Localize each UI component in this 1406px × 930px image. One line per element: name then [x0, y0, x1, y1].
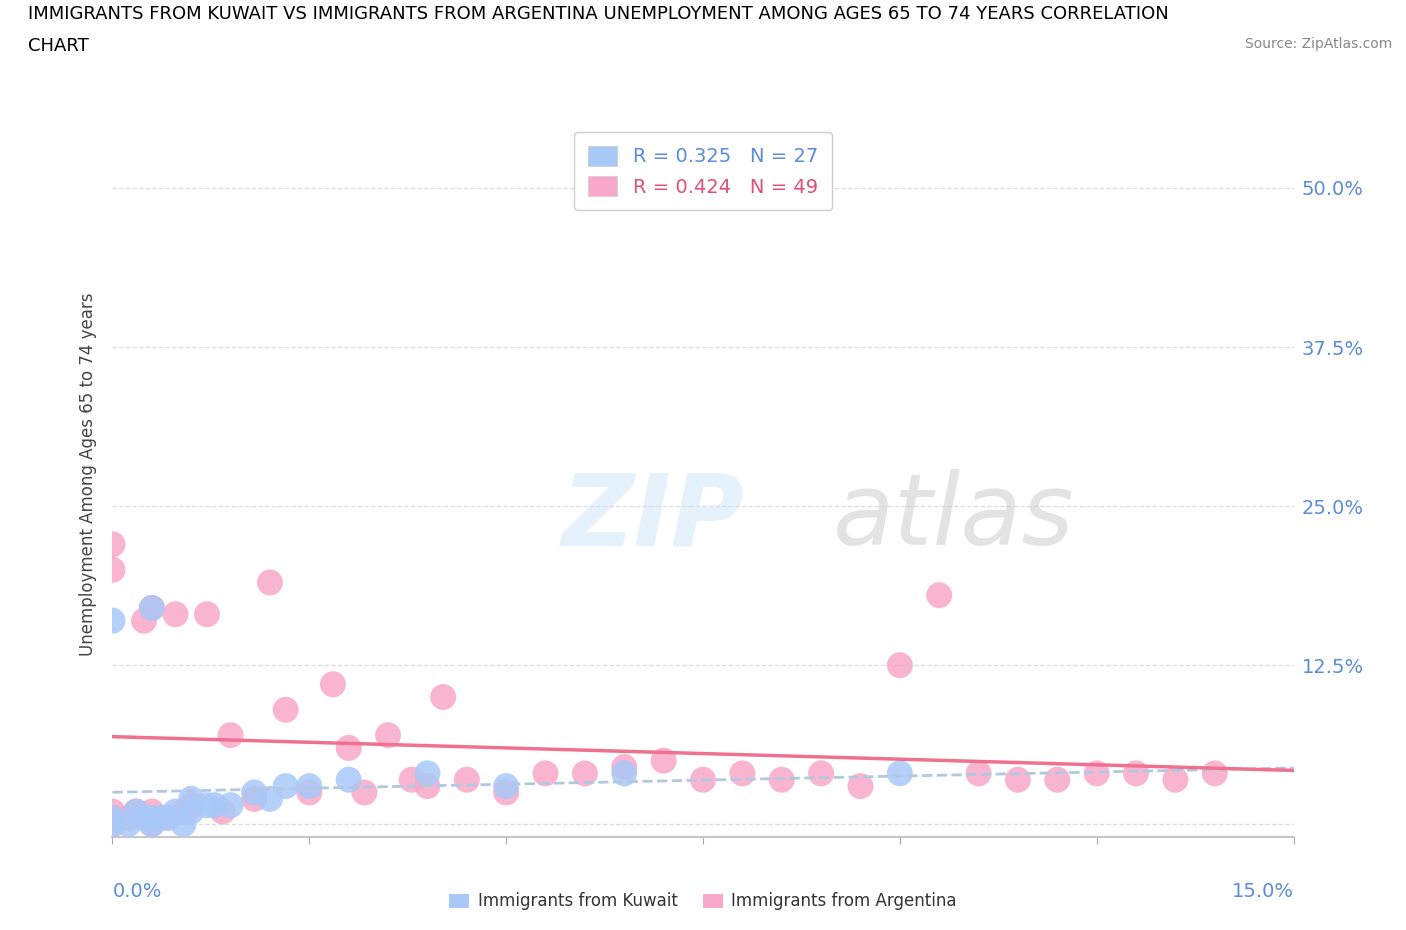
- Point: [101, 537, 124, 551]
- Point: [156, 810, 179, 825]
- Point: [770, 772, 793, 787]
- Point: [613, 760, 636, 775]
- Point: [274, 778, 297, 793]
- Text: ZIP: ZIP: [561, 470, 744, 566]
- Point: [495, 785, 517, 800]
- Point: [219, 728, 242, 743]
- Point: [810, 766, 832, 781]
- Point: [416, 778, 439, 793]
- Point: [219, 798, 242, 813]
- Point: [165, 607, 187, 622]
- Text: 0.0%: 0.0%: [112, 882, 162, 900]
- Point: [401, 772, 423, 787]
- Point: [1164, 772, 1187, 787]
- Text: Source: ZipAtlas.com: Source: ZipAtlas.com: [1244, 37, 1392, 51]
- Point: [204, 798, 226, 813]
- Point: [101, 810, 124, 825]
- Point: [117, 810, 139, 825]
- Legend: Immigrants from Kuwait, Immigrants from Argentina: Immigrants from Kuwait, Immigrants from …: [443, 885, 963, 917]
- Text: 15.0%: 15.0%: [1232, 882, 1294, 900]
- Legend: R = 0.325   N = 27, R = 0.424   N = 49: R = 0.325 N = 27, R = 0.424 N = 49: [575, 132, 831, 210]
- Point: [495, 778, 517, 793]
- Point: [889, 766, 911, 781]
- Point: [298, 778, 321, 793]
- Point: [337, 740, 360, 755]
- Point: [1085, 766, 1108, 781]
- Point: [211, 804, 233, 819]
- Point: [141, 810, 163, 825]
- Point: [889, 658, 911, 672]
- Point: [432, 689, 454, 704]
- Point: [101, 817, 124, 831]
- Point: [141, 817, 163, 831]
- Point: [259, 575, 281, 590]
- Point: [141, 804, 163, 819]
- Point: [243, 791, 266, 806]
- Text: IMMIGRANTS FROM KUWAIT VS IMMIGRANTS FROM ARGENTINA UNEMPLOYMENT AMONG AGES 65 T: IMMIGRANTS FROM KUWAIT VS IMMIGRANTS FRO…: [28, 5, 1168, 22]
- Point: [574, 766, 596, 781]
- Point: [101, 613, 124, 628]
- Point: [298, 785, 321, 800]
- Point: [613, 766, 636, 781]
- Point: [101, 804, 124, 819]
- Point: [141, 601, 163, 616]
- Point: [101, 563, 124, 578]
- Y-axis label: Unemployment Among Ages 65 to 74 years: Unemployment Among Ages 65 to 74 years: [79, 293, 97, 656]
- Point: [141, 817, 163, 831]
- Point: [180, 791, 202, 806]
- Point: [156, 810, 179, 825]
- Point: [172, 817, 194, 831]
- Point: [259, 791, 281, 806]
- Point: [195, 798, 218, 813]
- Point: [731, 766, 754, 781]
- Point: [322, 677, 344, 692]
- Point: [165, 804, 187, 819]
- Point: [125, 804, 148, 819]
- Point: [243, 785, 266, 800]
- Point: [337, 772, 360, 787]
- Point: [180, 804, 202, 819]
- Point: [101, 810, 124, 825]
- Point: [849, 778, 872, 793]
- Point: [274, 702, 297, 717]
- Point: [141, 601, 163, 616]
- Text: atlas: atlas: [832, 470, 1074, 566]
- Point: [172, 804, 194, 819]
- Text: CHART: CHART: [28, 37, 89, 55]
- Point: [117, 817, 139, 831]
- Point: [534, 766, 557, 781]
- Point: [101, 817, 124, 831]
- Point: [353, 785, 375, 800]
- Point: [132, 613, 155, 628]
- Point: [180, 798, 202, 813]
- Point: [1204, 766, 1226, 781]
- Point: [377, 728, 399, 743]
- Point: [1046, 772, 1069, 787]
- Point: [416, 766, 439, 781]
- Point: [149, 810, 172, 825]
- Point: [1125, 766, 1147, 781]
- Point: [195, 607, 218, 622]
- Point: [1007, 772, 1029, 787]
- Point: [928, 588, 950, 603]
- Point: [692, 772, 714, 787]
- Point: [125, 804, 148, 819]
- Point: [132, 810, 155, 825]
- Point: [652, 753, 675, 768]
- Point: [456, 772, 478, 787]
- Point: [967, 766, 990, 781]
